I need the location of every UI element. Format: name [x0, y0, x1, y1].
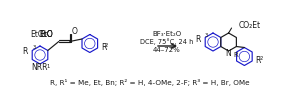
Text: EtO: EtO — [39, 30, 53, 39]
Text: EtO₂C: EtO₂C — [31, 30, 53, 39]
Text: R, R¹ = Me, Et, Bn; R² = H, 4-OMe, 2-F; R³ = H, Br, OMe: R, R¹ = Me, Et, Bn; R² = H, 4-OMe, 2-F; … — [50, 79, 250, 86]
Text: R: R — [234, 52, 238, 58]
Text: O: O — [71, 27, 77, 36]
Text: 2: 2 — [260, 56, 263, 61]
Text: R: R — [196, 34, 201, 43]
Text: BF₃·Et₂O: BF₃·Et₂O — [152, 31, 182, 37]
Text: 3: 3 — [32, 45, 36, 50]
Text: N: N — [226, 49, 232, 59]
Text: R: R — [101, 43, 106, 52]
Text: CO₂Et: CO₂Et — [238, 21, 261, 31]
Text: 44–72%: 44–72% — [153, 47, 181, 53]
Text: 1: 1 — [46, 64, 50, 68]
Text: 2: 2 — [105, 43, 108, 48]
Text: R: R — [22, 46, 28, 56]
Text: NRR: NRR — [32, 64, 48, 73]
Text: DCE, 75°C, 24 h: DCE, 75°C, 24 h — [140, 39, 194, 45]
Text: R: R — [255, 56, 261, 65]
Text: EtO: EtO — [39, 30, 53, 39]
Text: 3: 3 — [205, 33, 208, 38]
